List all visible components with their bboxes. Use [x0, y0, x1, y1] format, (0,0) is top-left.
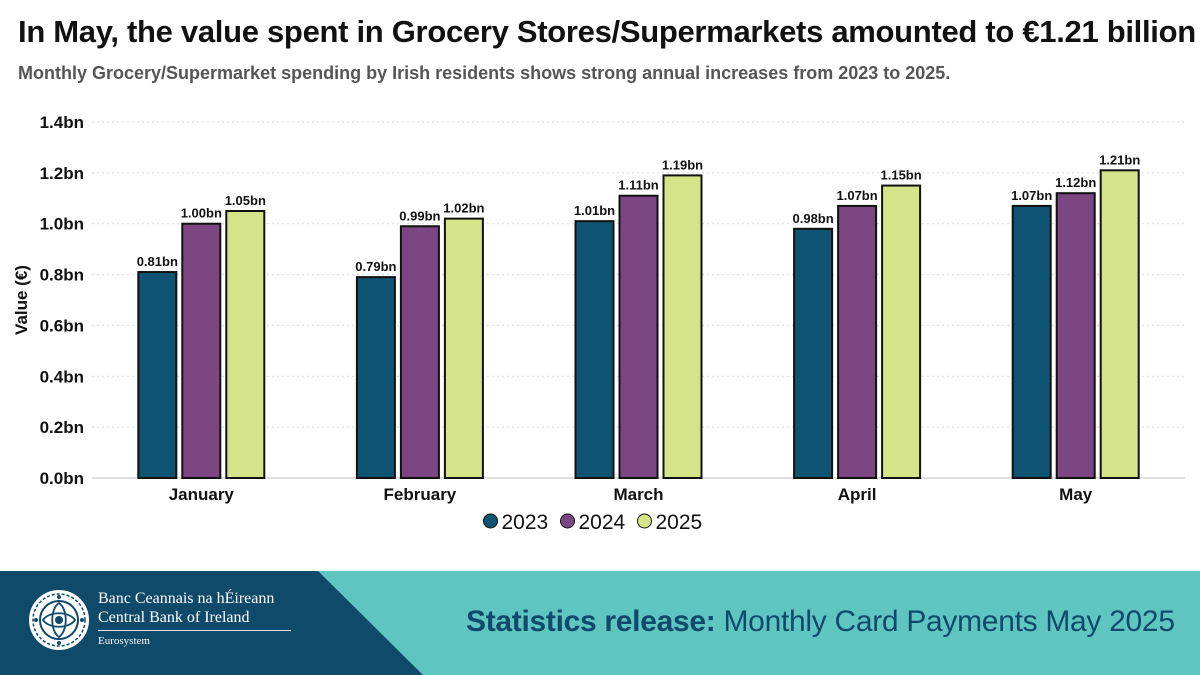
legend-label-2024: 2024: [579, 511, 626, 534]
data-label: 1.02bn: [443, 201, 484, 216]
data-label: 0.79bn: [355, 259, 396, 274]
bar-chart: 0.0bn 0.2bn 0.4bn 0.6bn 0.8bn 1.0bn 1.2bn 1.4bn…: [12, 113, 1185, 534]
data-label: 0.98bn: [793, 211, 834, 226]
y-tick-label: 1.0bn: [40, 215, 84, 234]
data-label: 1.12bn: [1055, 175, 1096, 190]
release-lead: Statistics release:: [466, 605, 716, 638]
bar-2023-march: [574, 220, 615, 480]
legend-label-2023: 2023: [502, 511, 549, 534]
legend-label-2025: 2025: [656, 511, 703, 534]
footer-banner: Banc Ceannais na hÉireann Central Bank o…: [0, 571, 1200, 675]
data-label: 1.07bn: [837, 188, 878, 203]
y-tick-label: 0.0bn: [40, 469, 84, 488]
data-label: 1.19bn: [662, 157, 703, 172]
x-tick-label: May: [1059, 485, 1093, 504]
x-tick-label: February: [384, 485, 457, 504]
y-tick-label: 0.2bn: [40, 418, 84, 437]
bank-branding-panel: Banc Ceannais na hÉireann Central Bank o…: [0, 571, 423, 675]
bar-2024-may: [1055, 192, 1096, 479]
y-tick-label: 0.6bn: [40, 316, 84, 335]
data-label: 1.00bn: [181, 206, 222, 221]
bar-2025-april: [881, 184, 922, 479]
x-tick-label: January: [169, 485, 235, 504]
bar-2023-january: [137, 271, 178, 479]
legend-marker-2023: [483, 513, 498, 529]
data-label: 1.11bn: [618, 178, 659, 193]
bar-2024-january: [181, 222, 222, 479]
legend-marker-2024: [560, 513, 575, 529]
x-tick-label: April: [838, 485, 877, 504]
eurosystem-label: Eurosystem: [98, 635, 150, 647]
data-label: 1.05bn: [225, 193, 266, 208]
bar-2025-march: [662, 174, 703, 480]
bar-2025-february: [443, 217, 484, 479]
data-label: 1.15bn: [881, 168, 922, 183]
chart-title: In May, the value spent in Grocery Store…: [18, 14, 1196, 49]
bar-2023-april: [793, 227, 834, 479]
bar-2023-may: [1011, 204, 1052, 480]
bank-name-irish: Banc Ceannais na hÉireann: [98, 590, 275, 607]
x-tick-label: March: [613, 485, 663, 504]
bar-2024-march: [618, 194, 659, 479]
release-text: Monthly Card Payments May 2025: [715, 605, 1175, 638]
y-tick-label: 1.2bn: [40, 164, 84, 183]
y-tick-label: 1.4bn: [40, 113, 84, 132]
data-label: 1.21bn: [1099, 152, 1140, 167]
y-tick-label: 0.4bn: [40, 367, 84, 386]
chart-subtitle: Monthly Grocery/Supermarket spending by …: [18, 63, 951, 83]
bank-name-divider: [98, 630, 291, 631]
release-title: Statistics release: Monthly Card Payment…: [466, 605, 1175, 639]
bar-2023-february: [355, 276, 396, 479]
bank-name-english: Central Bank of Ireland: [98, 609, 250, 626]
y-axis-title: Value (€): [12, 265, 31, 335]
bar-2024-april: [837, 204, 878, 480]
bar-2025-may: [1099, 169, 1140, 479]
bar-2024-february: [399, 225, 440, 479]
data-label: 1.01bn: [574, 203, 615, 218]
y-tick-label: 0.8bn: [40, 266, 84, 285]
central-bank-seal-icon: [29, 590, 89, 650]
data-label: 0.99bn: [399, 208, 440, 223]
bar-2025-january: [225, 210, 266, 479]
data-label: 1.07bn: [1011, 188, 1052, 203]
data-label: 0.81bn: [137, 254, 178, 269]
legend-marker-2025: [637, 513, 652, 529]
